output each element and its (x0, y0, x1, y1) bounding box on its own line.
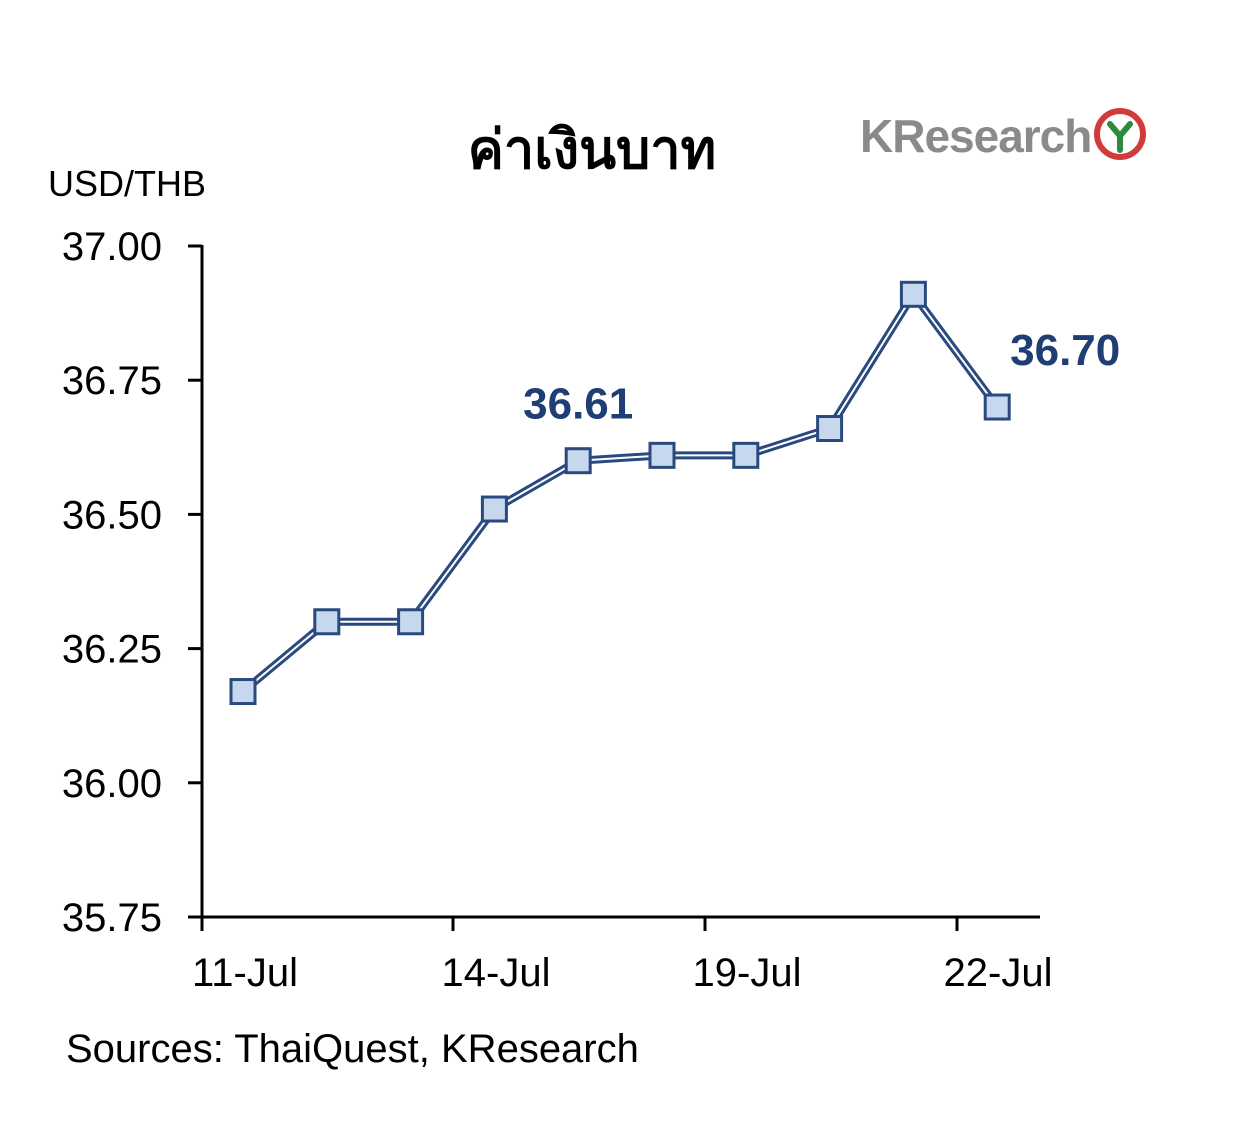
data-point-marker (229, 678, 257, 706)
data-point-marker (732, 441, 760, 469)
data-label: 36.61 (523, 380, 633, 429)
data-point-marker (899, 280, 927, 308)
y-tick-label: 36.00 (62, 762, 162, 806)
data-point-marker (480, 495, 508, 523)
data-point-marker (564, 447, 592, 475)
x-tick-label: 22-Jul (944, 951, 1053, 995)
y-axis-label: USD/THB (48, 163, 206, 204)
data-point-marker (816, 415, 844, 443)
x-tick-label: 11-Jul (192, 951, 298, 995)
data-label: 36.70 (1010, 326, 1120, 375)
axes (200, 245, 1040, 919)
x-tick-label: 14-Jul (442, 951, 551, 995)
logo-mark-icon (1094, 108, 1146, 160)
x-ticks: 11-Jul 14-Jul 19-Jul 22-Jul (192, 917, 1052, 995)
data-labels: 36.61 36.70 (523, 326, 1120, 429)
series-line-highlight (242, 293, 999, 693)
source-note: Sources: ThaiQuest, KResearch (66, 1027, 639, 1071)
y-tick-label: 36.50 (62, 493, 162, 537)
data-point-marker (397, 608, 425, 636)
y-tick-label: 36.75 (62, 359, 162, 403)
data-point-marker (313, 608, 341, 636)
series-line (240, 290, 1001, 695)
y-tick-label: 35.75 (62, 896, 162, 940)
y-ticks: 37.00 36.75 36.50 36.25 36.00 35.75 (62, 225, 202, 940)
chart-title: ค่าเงินบาท (468, 118, 716, 181)
y-tick-label: 37.00 (62, 225, 162, 269)
series-group (229, 280, 1011, 706)
x-tick-label: 19-Jul (693, 951, 802, 995)
data-point-marker (983, 393, 1011, 421)
y-tick-label: 36.25 (62, 628, 162, 672)
data-point-marker (648, 441, 676, 469)
kresearch-logo: KResearch (860, 108, 1146, 162)
logo-text: KResearch (860, 110, 1091, 162)
